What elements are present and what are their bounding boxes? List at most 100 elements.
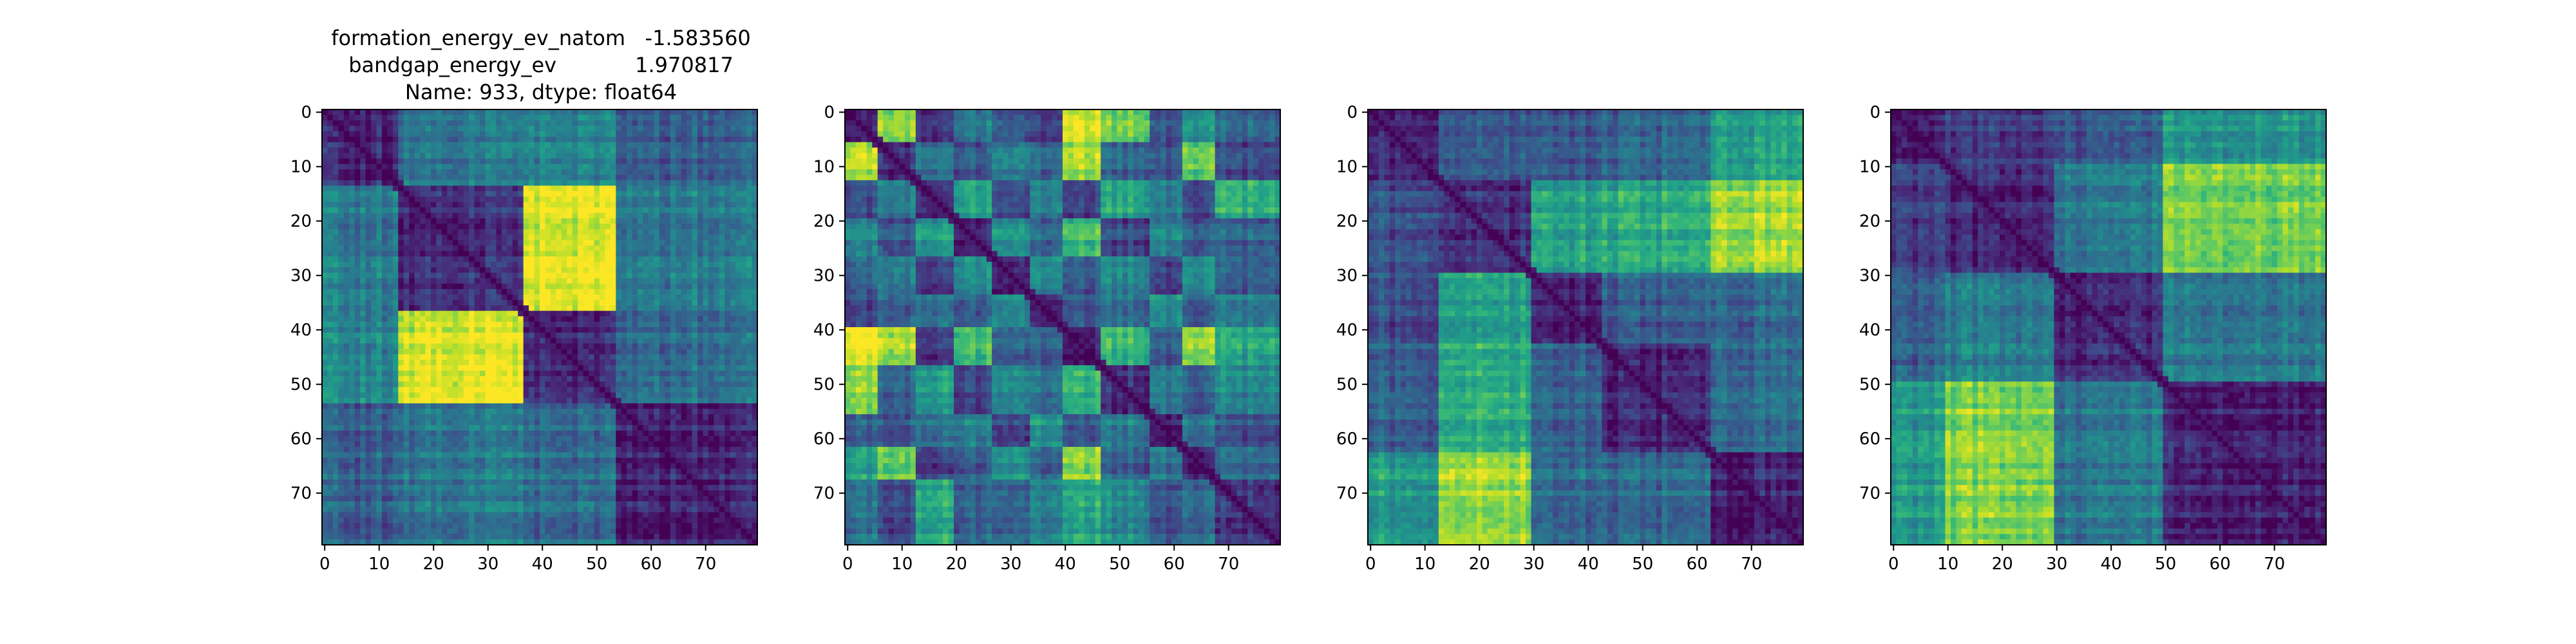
heatmap-cell (643, 147, 649, 153)
heatmap-cell (349, 126, 355, 131)
heatmap-cell (355, 223, 361, 229)
heatmap-cell (567, 403, 573, 409)
heatmap-cell (535, 229, 540, 235)
heatmap-cell (649, 240, 654, 246)
heatmap-cell (583, 131, 589, 137)
heatmap-cell (464, 392, 469, 398)
heatmap-cell (513, 109, 518, 115)
heatmap-cell (600, 349, 605, 355)
heatmap-cell (719, 322, 725, 328)
heatmap-cell (556, 409, 562, 415)
heatmap-cell (436, 207, 442, 213)
heatmap-cell (621, 398, 627, 404)
heatmap-cell (687, 251, 692, 257)
heatmap-cell (562, 262, 567, 268)
heatmap-cell (382, 387, 388, 393)
heatmap-cell (556, 431, 562, 437)
heatmap-cell (578, 169, 583, 175)
heatmap-cell (724, 142, 730, 148)
heatmap-cell (371, 322, 377, 328)
heatmap-cell (426, 218, 431, 224)
heatmap-cell (654, 213, 659, 219)
heatmap-cell (670, 180, 676, 186)
heatmap-cell (453, 289, 459, 295)
heatmap-cell (545, 305, 551, 311)
heatmap-cell (632, 294, 638, 300)
heatmap-cell (741, 332, 747, 338)
heatmap-cell (491, 120, 497, 126)
heatmap-cell (360, 338, 366, 344)
heatmap-cell (562, 137, 567, 142)
heatmap-cell (735, 300, 741, 306)
heatmap-cell (431, 392, 437, 398)
heatmap-cell (447, 131, 453, 137)
heatmap-cell (458, 414, 464, 420)
heatmap-cell (409, 409, 415, 415)
heatmap-cell (518, 278, 524, 284)
heatmap-cell (556, 245, 562, 251)
heatmap-cell (360, 343, 366, 349)
heatmap-cell (322, 131, 328, 137)
heatmap-cell (719, 158, 725, 164)
heatmap-cell (589, 153, 594, 159)
heatmap-cell (714, 436, 719, 442)
heatmap-cell (735, 218, 741, 224)
heatmap-cell (583, 349, 589, 355)
heatmap-cell (697, 420, 703, 426)
heatmap-cell (458, 278, 464, 284)
heatmap-cell (562, 327, 567, 333)
heatmap-cell (469, 262, 475, 268)
heatmap-cell (322, 420, 328, 426)
heatmap-cell (491, 147, 497, 153)
heatmap-cell (654, 311, 659, 317)
heatmap-cell (393, 371, 399, 377)
heatmap-cell (632, 398, 638, 404)
heatmap-cell (486, 376, 491, 382)
heatmap-cell (480, 283, 486, 289)
heatmap-cell (600, 441, 605, 447)
heatmap-cell (578, 164, 583, 170)
heatmap-cell (616, 169, 621, 175)
heatmap-cell (453, 245, 459, 251)
heatmap-cell (486, 289, 491, 295)
heatmap-cell (420, 115, 426, 120)
heatmap-cell (562, 126, 567, 131)
heatmap-cell (681, 414, 687, 420)
heatmap-cell (616, 371, 621, 377)
heatmap-cell (360, 202, 366, 208)
heatmap-cell (453, 409, 459, 415)
heatmap-cell (338, 431, 344, 437)
heatmap-cell (741, 343, 747, 349)
heatmap-cell (589, 343, 594, 349)
heatmap-cell (594, 251, 600, 257)
heatmap-cell (398, 283, 404, 289)
heatmap-cell (594, 180, 600, 186)
heatmap-cell (659, 202, 665, 208)
heatmap-cell (714, 387, 719, 393)
heatmap-cell (665, 262, 670, 268)
heatmap-cell (567, 180, 573, 186)
heatmap-cell (583, 109, 589, 115)
heatmap-cell (735, 365, 741, 371)
heatmap-cell (415, 245, 421, 251)
heatmap-cell (398, 376, 404, 382)
heatmap-cell (338, 420, 344, 426)
heatmap-cell (458, 153, 464, 159)
heatmap-cell (611, 251, 616, 257)
heatmap-cell (398, 316, 404, 322)
heatmap-cell (491, 409, 497, 415)
heatmap-cell (687, 234, 692, 240)
heatmap-cell (436, 392, 442, 398)
heatmap-cell (724, 137, 730, 142)
heatmap-cell (638, 305, 643, 311)
heatmap-cell (393, 115, 399, 120)
heatmap-cell (540, 256, 545, 262)
heatmap-cell (545, 240, 551, 246)
heatmap-cell (469, 311, 475, 317)
heatmap-cell (535, 436, 540, 442)
heatmap-cell (697, 398, 703, 404)
heatmap-cell (371, 441, 377, 447)
heatmap-cell (338, 289, 344, 295)
heatmap-cell (420, 191, 426, 197)
heatmap-cell (404, 191, 410, 197)
